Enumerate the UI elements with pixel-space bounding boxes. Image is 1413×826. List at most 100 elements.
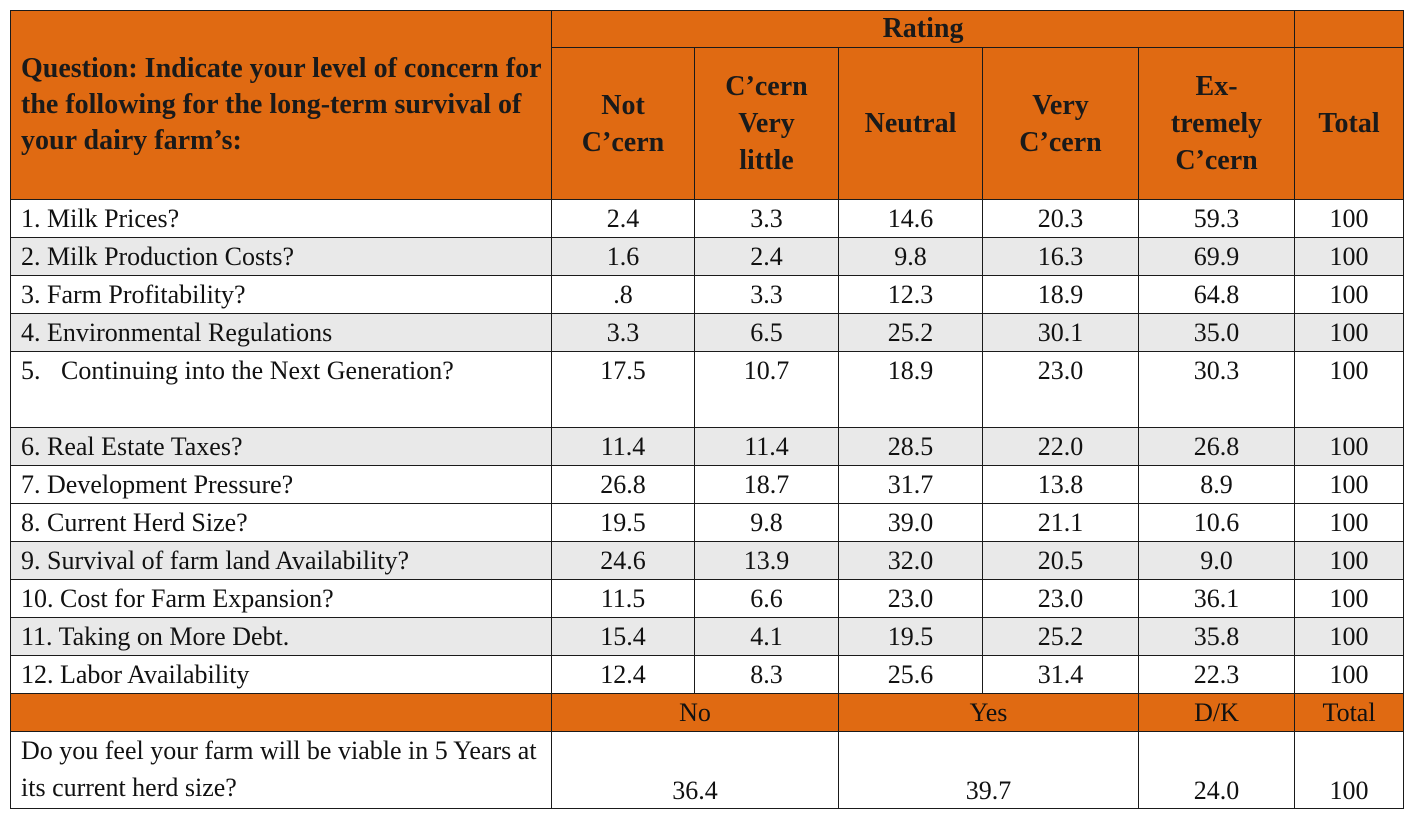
value-cell: 35.8 — [1137, 617, 1296, 656]
table-row: 6. Real Estate Taxes? 11.4 11.4 28.5 22.… — [10, 427, 1405, 466]
value-cell: 21.1 — [982, 503, 1139, 542]
value-cell: 23.0 — [838, 579, 983, 618]
table-row: 1. Milk Prices? 2.4 3.3 14.6 20.3 59.3 1… — [10, 199, 1405, 238]
viability-yes-header: Yes — [838, 693, 1139, 732]
value-cell: 11.5 — [551, 579, 695, 618]
value-cell: 26.8 — [1137, 427, 1296, 466]
value-cell: .8 — [551, 275, 695, 314]
table-row: 3. Farm Profitability? .8 3.3 12.3 18.9 … — [10, 275, 1405, 314]
table-row: 2. Milk Production Costs? 1.6 2.4 9.8 16… — [10, 237, 1405, 276]
viability-dk-header: D/K — [1137, 693, 1296, 732]
value-cell: 24.6 — [551, 541, 695, 580]
header-row-2: Not C’cern C’cern Very little Neutral Ve… — [11, 47, 1405, 200]
col-ccern-very-little: C’cern Very little — [694, 47, 839, 200]
value-cell: 25.6 — [838, 655, 983, 694]
header-row-1: Question: Indicate your level of concern… — [10, 10, 1405, 200]
value-cell: 18.7 — [694, 465, 839, 504]
viability-dk-value: 24.0 — [1137, 731, 1296, 809]
value-cell: 2.4 — [551, 199, 695, 238]
value-cell: 35.0 — [1137, 313, 1296, 352]
value-cell: 4.1 — [694, 617, 839, 656]
question-cell: 6. Real Estate Taxes? — [10, 427, 552, 466]
value-cell: 19.5 — [551, 503, 695, 542]
value-cell: 18.9 — [982, 275, 1139, 314]
value-cell: 11.4 — [551, 427, 695, 466]
viability-no-header: No — [551, 693, 839, 732]
total-cell: 100 — [1294, 655, 1405, 694]
question-cell: 11. Taking on More Debt. — [10, 617, 552, 656]
value-cell: 16.3 — [982, 237, 1139, 276]
value-cell: 23.0 — [982, 579, 1139, 618]
question-cell: 8. Current Herd Size? — [10, 503, 552, 542]
value-cell: 3.3 — [694, 275, 839, 314]
value-cell: 17.5 — [551, 351, 695, 428]
value-cell: 9.8 — [694, 503, 839, 542]
viability-row: Do you feel your farm will be viable in … — [10, 731, 1405, 809]
value-cell: 19.5 — [838, 617, 983, 656]
question-cell: 7. Development Pressure? — [10, 465, 552, 504]
total-cell: 100 — [1294, 465, 1405, 504]
question-text: Continuing into the Next Generation? — [61, 356, 454, 385]
viability-no-value: 36.4 — [551, 731, 839, 809]
value-cell: 18.9 — [838, 351, 983, 428]
rating-header: Rating — [550, 10, 1296, 48]
col-total: Total — [1294, 47, 1405, 200]
value-cell: 30.3 — [1137, 351, 1296, 428]
question-cell: 1. Milk Prices? — [10, 199, 552, 238]
value-cell: 3.3 — [694, 199, 839, 238]
total-cell: 100 — [1294, 541, 1405, 580]
value-cell: 14.6 — [838, 199, 983, 238]
value-cell: 23.0 — [982, 351, 1139, 428]
header-blank-cell — [1294, 10, 1405, 48]
value-cell: 12.3 — [838, 275, 983, 314]
table-row: 8. Current Herd Size? 19.5 9.8 39.0 21.1… — [10, 503, 1405, 542]
value-cell: 12.4 — [551, 655, 695, 694]
col-very-ccern: Very C’cern — [982, 47, 1139, 200]
col-extremely-ccern: Ex- tremely C’cern — [1137, 47, 1296, 200]
value-cell: 8.9 — [1137, 465, 1296, 504]
col-neutral: Neutral — [838, 47, 983, 200]
value-cell: 31.4 — [982, 655, 1139, 694]
total-cell: 100 — [1294, 427, 1405, 466]
total-cell: 100 — [1294, 617, 1405, 656]
question-header: Question: Indicate your level of concern… — [10, 10, 552, 200]
value-cell: 28.5 — [838, 427, 983, 466]
question-number: 5. — [21, 356, 41, 385]
table-row: 9. Survival of farm land Availability? 2… — [10, 541, 1405, 580]
value-cell: 36.1 — [1137, 579, 1296, 618]
value-cell: 11.4 — [694, 427, 839, 466]
question-cell: 2. Milk Production Costs? — [10, 237, 552, 276]
viability-header-row: No Yes D/K Total — [10, 693, 1405, 732]
table-row: 10. Cost for Farm Expansion? 11.5 6.6 23… — [10, 579, 1405, 618]
value-cell: 20.5 — [982, 541, 1139, 580]
viability-total-value: 100 — [1294, 731, 1405, 809]
value-cell: 2.4 — [694, 237, 839, 276]
question-cell: 5. Continuing into the Next Generation? — [10, 351, 552, 428]
viability-question: Do you feel your farm will be viable in … — [10, 731, 552, 809]
survey-table: Question: Indicate your level of concern… — [10, 10, 1405, 809]
value-cell: 10.7 — [694, 351, 839, 428]
question-cell: 4. Environmental Regulations — [10, 313, 552, 352]
value-cell: 6.6 — [694, 579, 839, 618]
total-cell: 100 — [1294, 237, 1405, 276]
viability-total-header: Total — [1294, 693, 1405, 732]
value-cell: 26.8 — [551, 465, 695, 504]
value-cell: 25.2 — [838, 313, 983, 352]
value-cell: 6.5 — [694, 313, 839, 352]
value-cell: 9.8 — [838, 237, 983, 276]
question-cell: 12. Labor Availability — [10, 655, 552, 694]
value-cell: 10.6 — [1137, 503, 1296, 542]
value-cell: 22.3 — [1137, 655, 1296, 694]
value-cell: 8.3 — [694, 655, 839, 694]
question-cell: 10. Cost for Farm Expansion? — [10, 579, 552, 618]
value-cell: 64.8 — [1137, 275, 1296, 314]
value-cell: 32.0 — [838, 541, 983, 580]
table-row: 4. Environmental Regulations 3.3 6.5 25.… — [10, 313, 1405, 352]
value-cell: 3.3 — [551, 313, 695, 352]
value-cell: 13.9 — [694, 541, 839, 580]
value-cell: 59.3 — [1137, 199, 1296, 238]
total-cell: 100 — [1294, 503, 1405, 542]
value-cell: 13.8 — [982, 465, 1139, 504]
value-cell: 31.7 — [838, 465, 983, 504]
value-cell: 20.3 — [982, 199, 1139, 238]
